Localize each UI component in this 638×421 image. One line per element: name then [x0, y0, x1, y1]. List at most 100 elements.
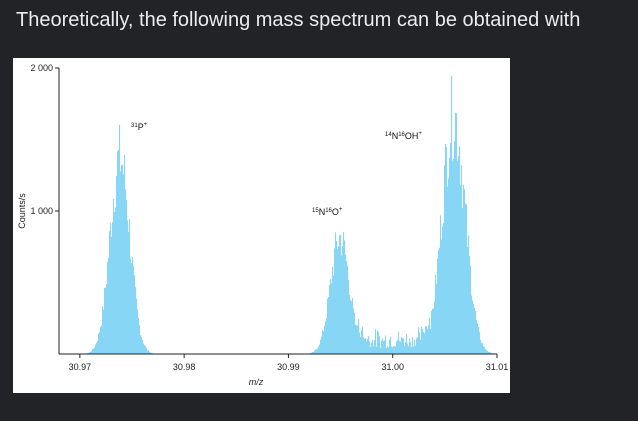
spectrum-bar [337, 248, 339, 354]
spectrum-bar [378, 332, 380, 354]
spectrum-bar [362, 326, 364, 354]
spectrum-bar [148, 350, 150, 354]
spectrum-bar [338, 246, 340, 354]
y-tick-label: 2 000 [30, 63, 53, 73]
spectrum-bar [459, 146, 461, 354]
spectrum-bar [311, 352, 313, 354]
spectrum-bar [100, 327, 102, 354]
spectrum-bar [91, 351, 93, 354]
spectrum-bar [404, 345, 406, 354]
spectrum-bar [452, 160, 454, 354]
spectrum-bar [454, 141, 456, 354]
spectrum-bar [351, 301, 353, 354]
spectrum-bar [364, 338, 366, 354]
spectrum-bar [366, 341, 368, 354]
spectrum-bar [111, 237, 113, 354]
spectrum-bar [409, 338, 411, 354]
spectrum-bar [423, 331, 425, 354]
spectrum-bar [424, 333, 426, 354]
spectrum-bar [400, 341, 402, 354]
spectrum-bar [124, 154, 126, 354]
spectrum-bar [438, 250, 440, 354]
spectrum-bar [490, 352, 492, 354]
spectrum-bar [89, 352, 91, 354]
spectrum-bar [343, 231, 345, 354]
spectrum-bar [101, 325, 103, 354]
spectrum-bar [395, 346, 397, 354]
spectrum-bar [106, 284, 108, 354]
spectrum-bar [359, 332, 361, 354]
spectrum-bar [418, 327, 420, 354]
spectrum-bar [321, 336, 323, 354]
spectrum-bar [416, 338, 418, 354]
spectrum-bar [346, 261, 348, 354]
spectrum-bar [428, 325, 430, 354]
spectrum-bar [328, 296, 330, 354]
spectrum-bar [114, 212, 116, 354]
spectrum-bar [393, 345, 395, 354]
spectrum-bar [466, 204, 468, 354]
spectrum-bar [344, 240, 346, 354]
x-tick-label: 31.00 [381, 362, 404, 372]
spectrum-bar [312, 352, 314, 354]
spectrum-bar [132, 256, 134, 354]
spectrum-bar [387, 346, 389, 354]
spectrum-bar [104, 287, 106, 354]
spectrum-bar [323, 331, 325, 354]
spectrum-bar [130, 258, 132, 354]
spectrum-bar [458, 156, 460, 354]
spectrum-bar [455, 112, 457, 354]
spectrum-bar [102, 306, 104, 354]
spectrum-bar [139, 325, 141, 354]
spectrum-bar [316, 349, 318, 354]
peak-label-14n16oh: 14N16OH+ [385, 131, 422, 141]
spectrum-bar [315, 349, 317, 354]
spectrum-bar [398, 332, 400, 354]
spectrum-bar [120, 171, 122, 354]
spectrum-bar [443, 223, 445, 354]
spectrum-bar [367, 338, 369, 354]
spectrum-bar [460, 185, 462, 354]
spectrum-bar [420, 339, 422, 354]
spectrum-bar [115, 207, 117, 354]
spectrum-bar [471, 295, 473, 354]
spectrum-bar [431, 310, 433, 354]
spectrum-bar [345, 254, 347, 354]
spectrum-bar [444, 165, 446, 354]
spectrum-bar [379, 336, 381, 354]
spectrum-bar [135, 287, 137, 354]
spectrum-bar [390, 336, 392, 354]
spectrum-bar [441, 239, 443, 354]
spectrum-bar [360, 337, 362, 354]
spectrum-bar [430, 328, 432, 354]
x-tick-label: 31.01 [486, 362, 509, 372]
spectrum-bar [136, 298, 138, 354]
spectrum-bar [377, 330, 379, 354]
spectrum-bar [330, 279, 332, 354]
spectrum-bar [99, 332, 101, 354]
spectrum-bar [133, 266, 135, 354]
spectrum-bar [110, 223, 112, 354]
spectrum-bar [103, 309, 105, 354]
spectrum-bar [365, 338, 367, 354]
spectrum-bar [479, 332, 481, 354]
spectrum-bar [126, 199, 128, 354]
spectrum-bar [109, 231, 111, 354]
spectrum-bar [433, 308, 435, 354]
spectrum-bar [484, 346, 486, 354]
spectrum-bar [437, 258, 439, 354]
spectrum-bar [374, 339, 376, 354]
spectrum-bar [88, 352, 90, 354]
spectrum-bar [350, 300, 352, 354]
spectrum-bar [340, 234, 342, 354]
spectrum-bar [467, 247, 469, 354]
spectrum-bar [361, 329, 363, 354]
spectrum-bar [450, 142, 452, 354]
spectrum-bar [482, 343, 484, 354]
spectrum-bar [413, 346, 415, 354]
spectrum-bar [334, 248, 336, 354]
spectrum-bar [134, 275, 136, 354]
spectrum-bar [116, 176, 118, 354]
spectrum-bar [318, 346, 320, 354]
spectrum-bar [392, 347, 394, 354]
